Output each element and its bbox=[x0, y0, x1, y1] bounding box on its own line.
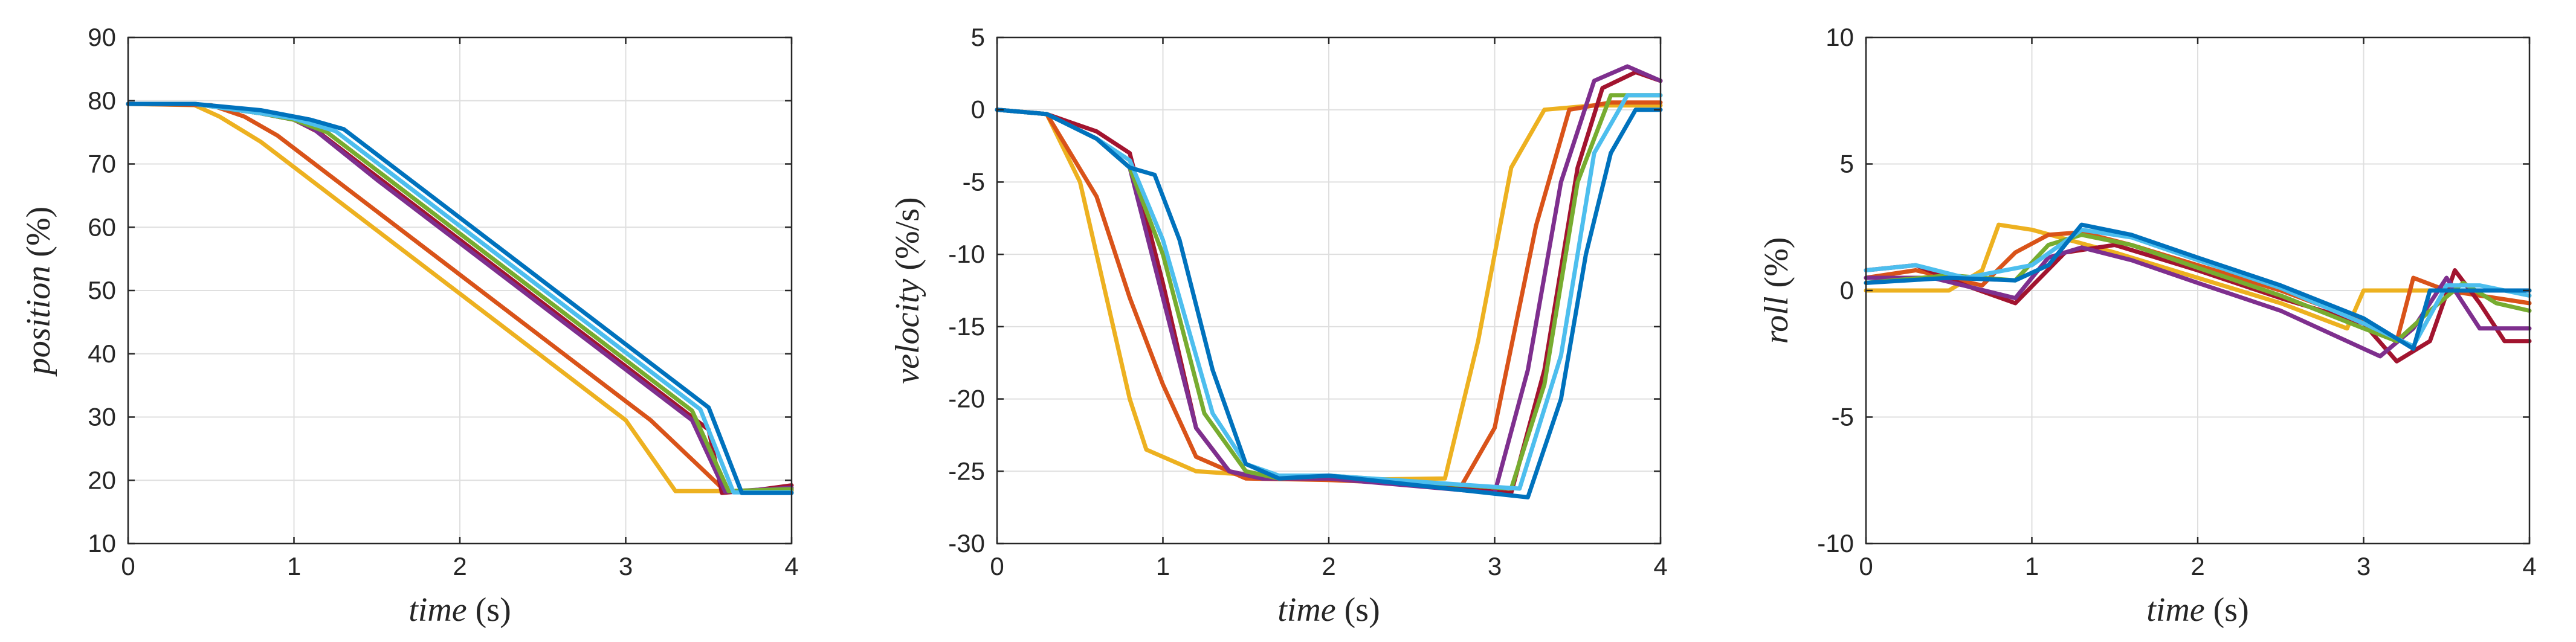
position-series-trial-2 bbox=[126, 101, 794, 493]
velocity-ytick-label-5: -5 bbox=[963, 167, 985, 196]
position-xlabel-unit: (s) bbox=[467, 591, 511, 629]
position-ytick-label-0: 10 bbox=[88, 529, 116, 557]
position-ytick-label-4: 50 bbox=[88, 276, 116, 304]
velocity-xlabel-name: time bbox=[1277, 591, 1335, 629]
position-ytick-label-8: 90 bbox=[88, 23, 116, 51]
position-xtick-label-1: 1 bbox=[287, 552, 301, 580]
roll-series-trial-7 bbox=[1864, 222, 2532, 351]
roll-xtick-label-3: 3 bbox=[2357, 552, 2371, 580]
velocity-ylabel-name: velocity bbox=[889, 278, 926, 384]
position-xlabel-name: time bbox=[408, 591, 466, 629]
roll-xtick-label-0: 0 bbox=[1859, 552, 1873, 580]
velocity-ytick-label-3: -15 bbox=[948, 312, 985, 341]
position-ytick-label-7: 80 bbox=[88, 86, 116, 115]
velocity-ytick-label-2: -20 bbox=[948, 385, 985, 413]
roll-xtick-label-2: 2 bbox=[2190, 552, 2204, 580]
roll-ytick-label-1: -5 bbox=[1832, 403, 1854, 431]
position-ylabel-unit: (%) bbox=[20, 207, 57, 266]
velocity-ytick-label-1: -25 bbox=[948, 457, 985, 485]
roll-panel: 0 1 2 3 4 -10 -5 0 5 10 time (s) roll (%) bbox=[1758, 23, 2537, 629]
roll-xtick-label-4: 4 bbox=[2522, 552, 2536, 580]
roll-ytick-label-2: 0 bbox=[1840, 276, 1854, 304]
position-series-trial-1 bbox=[126, 101, 794, 493]
roll-xlabel-name: time bbox=[2146, 591, 2204, 629]
velocity-xlabel: time (s) bbox=[1277, 591, 1380, 629]
roll-ylabel-name: roll bbox=[1758, 297, 1795, 344]
position-ytick-label-2: 30 bbox=[88, 403, 116, 431]
position-xlabel: time (s) bbox=[408, 591, 511, 629]
position-xtick-label-0: 0 bbox=[121, 552, 135, 580]
roll-xlabel-unit: (s) bbox=[2205, 591, 2249, 629]
roll-ylabel: roll (%) bbox=[1758, 237, 1795, 344]
roll-series-trial-1 bbox=[1864, 222, 2532, 331]
velocity-ytick-label-6: 0 bbox=[971, 95, 985, 124]
velocity-panel: 0 1 2 3 4 -30 -25 -20 -15 -10 -5 0 5 time (s) velocity… bbox=[889, 23, 1668, 629]
position-ylabel: position (%) bbox=[20, 207, 57, 377]
roll-ylabel-unit: (%) bbox=[1758, 237, 1795, 297]
position-ytick-label-6: 70 bbox=[88, 150, 116, 178]
roll-xlabel: time (s) bbox=[2146, 591, 2249, 629]
roll-series-trial-4 bbox=[1864, 245, 2532, 359]
velocity-xtick-label-4: 4 bbox=[1653, 552, 1667, 580]
position-ytick-label-1: 20 bbox=[88, 466, 116, 494]
velocity-ytick-label-0: -30 bbox=[948, 529, 985, 557]
position-panel: 0 1 2 3 4 10 20 30 40 50 60 70 80 90 time (s) position … bbox=[20, 23, 799, 629]
velocity-xtick-label-2: 2 bbox=[1322, 552, 1335, 580]
roll-ytick-label-0: -10 bbox=[1817, 529, 1854, 557]
velocity-xlabel-unit: (s) bbox=[1336, 591, 1380, 629]
velocity-ylabel-unit: (%/s) bbox=[889, 197, 926, 278]
velocity-ylabel: velocity (%/s) bbox=[889, 197, 926, 384]
velocity-ytick-label-7: 5 bbox=[971, 23, 985, 51]
position-series-trial-6 bbox=[126, 101, 794, 495]
position-xtick-label-2: 2 bbox=[453, 552, 466, 580]
velocity-ytick-label-4: -10 bbox=[948, 240, 985, 268]
velocity-xtick-label-3: 3 bbox=[1488, 552, 1502, 580]
velocity-xtick-label-0: 0 bbox=[990, 552, 1004, 580]
roll-ytick-label-3: 5 bbox=[1840, 150, 1854, 178]
roll-ytick-label-4: 10 bbox=[1825, 23, 1854, 51]
position-xtick-label-3: 3 bbox=[619, 552, 633, 580]
velocity-xtick-label-1: 1 bbox=[1156, 552, 1170, 580]
position-ytick-label-5: 60 bbox=[88, 213, 116, 241]
roll-xtick-label-1: 1 bbox=[2025, 552, 2039, 580]
position-xtick-label-4: 4 bbox=[784, 552, 798, 580]
position-ytick-label-3: 40 bbox=[88, 339, 116, 368]
position-ylabel-name: position bbox=[20, 266, 57, 377]
position-series-trial-7 bbox=[126, 101, 794, 495]
velocity-series-trial-7 bbox=[995, 108, 1663, 499]
